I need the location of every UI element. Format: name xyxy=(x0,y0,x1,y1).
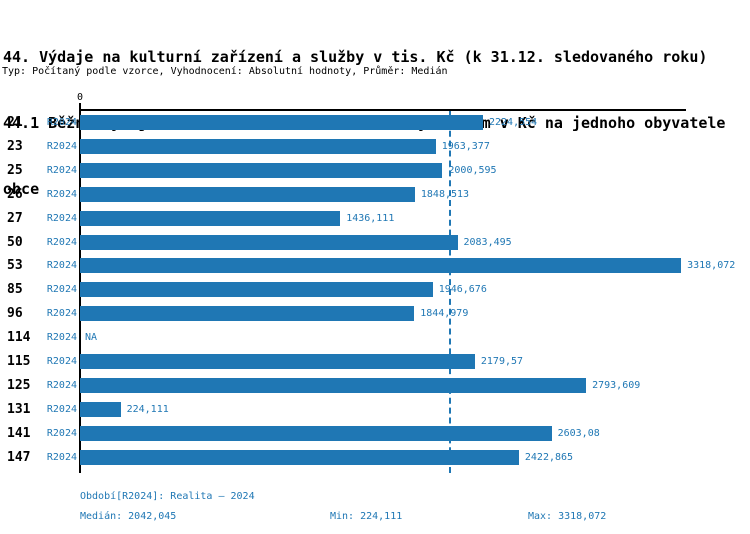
x-axis-zero-label: 0 xyxy=(76,92,84,103)
bar-value-label: 2000,595 xyxy=(448,164,497,176)
row-category-label: 114 xyxy=(7,330,31,346)
row-category-label: 115 xyxy=(7,354,31,369)
row-series-label: R2024 xyxy=(46,379,77,391)
chart-row-50: 50 R2024 2083,495 xyxy=(0,231,750,255)
footer-min-label: Min: 224,111 xyxy=(330,511,403,522)
indicator-meta-line: Typ: Počítaný podle vzorce, Vyhodnocení:… xyxy=(2,66,448,77)
bar-value-label: 1963,377 xyxy=(441,140,490,152)
value-bar xyxy=(80,210,341,226)
chart-row-26: 26 R2024 1848,513 xyxy=(0,183,750,207)
value-bar xyxy=(80,425,552,441)
row-category-label: 53 xyxy=(7,258,23,274)
bar-value-label: 2083,495 xyxy=(463,236,512,248)
chart-row-115: 115 R2024 2179,57 xyxy=(0,350,750,374)
x-axis-line xyxy=(80,109,686,111)
value-bar xyxy=(80,138,436,154)
footer-median-label: Medián: 2042,045 xyxy=(80,511,177,522)
row-series-label: R2024 xyxy=(46,164,77,176)
chart-row-23: 23 R2024 1963,377 xyxy=(0,135,750,159)
row-series-label: R2024 xyxy=(46,332,77,344)
row-category-label: 23 xyxy=(7,138,23,154)
row-series-label: R2024 xyxy=(46,236,77,248)
footer-period-label: Období[R2024]: Realita – 2024 xyxy=(80,491,255,502)
value-bar xyxy=(80,401,121,417)
row-category-label: 50 xyxy=(7,234,23,250)
title-line-1: 44. Výdaje na kulturní zařízení a služby… xyxy=(3,48,708,66)
bar-value-label: 2179,57 xyxy=(480,356,524,367)
chart-row-25: 25 R2024 2000,595 xyxy=(0,159,750,183)
row-category-label: 131 xyxy=(7,401,31,417)
chart-row-125: 125 R2024 2793,609 xyxy=(0,374,750,398)
bar-value-label: 1436,111 xyxy=(346,212,395,224)
row-series-label: R2024 xyxy=(46,403,77,415)
chart-row-96: 96 R2024 1844,979 xyxy=(0,302,750,326)
bar-value-label: 2793,609 xyxy=(592,379,641,391)
value-bar xyxy=(80,354,475,369)
bar-value-label: 1848,513 xyxy=(420,188,470,200)
chart-row-147: 147 R2024 2422,865 xyxy=(0,446,750,470)
value-bar xyxy=(80,306,415,322)
row-series-label: R2024 xyxy=(46,117,77,128)
chart-row-53: 53 R2024 3318,072 xyxy=(0,254,750,278)
row-category-label: 125 xyxy=(7,377,31,393)
row-category-label: 25 xyxy=(7,162,23,178)
row-series-label: R2024 xyxy=(46,212,77,224)
row-series-label: R2024 xyxy=(46,284,77,296)
row-series-label: R2024 xyxy=(46,427,77,439)
chart-row-27: 27 R2024 1436,111 xyxy=(0,207,750,231)
value-bar xyxy=(80,115,483,130)
value-bar xyxy=(80,162,443,178)
bar-value-label: 3318,072 xyxy=(687,260,736,272)
row-series-label: R2024 xyxy=(46,308,77,320)
value-bar xyxy=(80,377,587,393)
footer-max-label: Max: 3318,072 xyxy=(528,511,607,522)
bar-value-label: 2603,08 xyxy=(557,427,600,439)
bar-value-label: 1946,676 xyxy=(438,284,487,296)
value-bar xyxy=(80,282,433,298)
row-series-label: R2024 xyxy=(46,356,77,367)
row-series-label: R2024 xyxy=(46,188,77,200)
title-line-3: obce xyxy=(3,180,40,198)
row-category-label: 26 xyxy=(7,186,23,202)
median-line xyxy=(448,111,451,473)
bar-value-label: NA xyxy=(85,332,98,344)
value-bar xyxy=(80,186,415,202)
row-series-label: R2024 xyxy=(46,140,77,152)
row-category-label: 141 xyxy=(7,425,31,441)
value-bar xyxy=(80,449,519,465)
chart-row-85: 85 R2024 1946,676 xyxy=(0,278,750,302)
bar-value-label: 2224,554 xyxy=(489,117,538,128)
row-series-label: R2024 xyxy=(46,451,77,463)
row-category-label: 147 xyxy=(7,449,31,465)
bar-value-label: 2422,865 xyxy=(524,451,574,463)
chart-row-141: 141 R2024 2603,08 xyxy=(0,422,750,446)
value-bar xyxy=(80,258,682,274)
row-series-label: R2024 xyxy=(46,260,77,272)
bar-value-label: 1844,979 xyxy=(420,308,469,320)
chart-row-21: 21 R2024 2224,554 xyxy=(0,111,750,135)
row-category-label: 21 xyxy=(7,115,23,130)
row-category-label: 85 xyxy=(7,282,23,298)
bar-value-label: 224,111 xyxy=(126,403,169,415)
row-category-label: 27 xyxy=(7,210,23,226)
chart-row-114: 114 R2024 NA xyxy=(0,326,750,350)
row-category-label: 96 xyxy=(7,306,23,322)
value-bar xyxy=(80,234,458,250)
chart-row-131: 131 R2024 224,111 xyxy=(0,398,750,422)
